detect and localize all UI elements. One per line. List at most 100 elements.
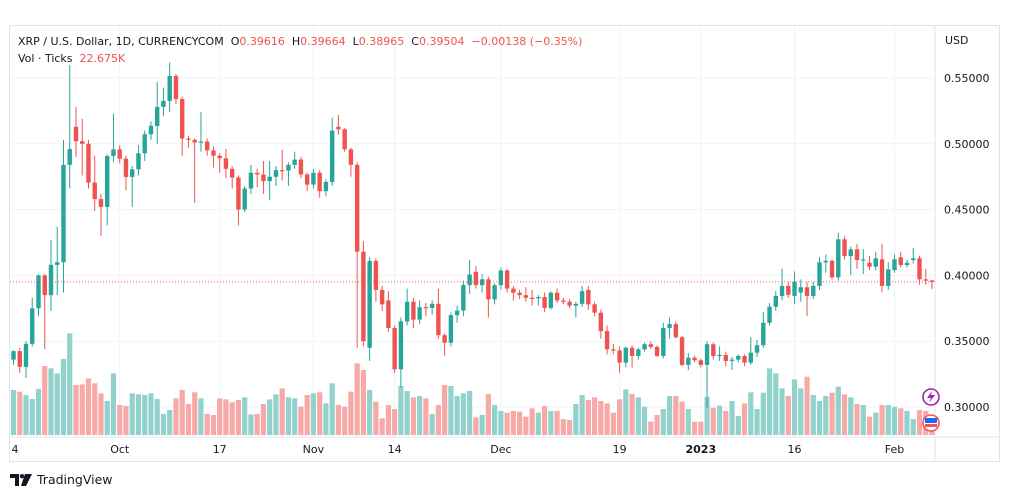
candle[interactable] [473,266,479,289]
candle[interactable] [329,117,335,186]
candle[interactable] [673,321,679,339]
candle[interactable] [248,164,254,194]
candle[interactable] [492,283,497,305]
candle[interactable] [186,135,191,148]
candle[interactable] [867,255,872,271]
candle[interactable] [729,356,735,371]
candle[interactable] [417,300,422,325]
candle[interactable] [73,106,79,157]
candle[interactable] [461,280,466,317]
candle[interactable] [623,346,629,368]
candle[interactable] [36,274,41,317]
candle[interactable] [879,243,885,293]
candle[interactable] [254,168,260,188]
candle[interactable] [823,254,828,273]
candle[interactable] [648,341,654,350]
candle[interactable] [373,258,379,302]
candle[interactable] [386,291,391,332]
candle[interactable] [67,64,72,189]
candle[interactable] [786,281,791,298]
candle[interactable] [86,139,91,189]
price-axis[interactable]: 0.55000 0.50000 0.45000 0.40000 0.35000 0.300… [944,72,990,414]
candle[interactable] [761,312,766,348]
candle[interactable] [904,259,910,268]
currency-label[interactable]: USD [945,34,969,47]
candle[interactable] [548,291,554,310]
candle[interactable] [436,288,441,339]
candle[interactable] [848,246,853,276]
candle[interactable] [180,96,185,156]
candle[interactable] [479,274,485,293]
candle[interactable] [117,145,122,164]
candle[interactable] [342,128,347,152]
candle[interactable] [442,333,447,356]
candle[interactable] [629,345,635,368]
candle[interactable] [661,322,666,359]
candle[interactable] [17,347,22,373]
candle[interactable] [592,301,597,317]
candle[interactable] [686,353,691,371]
candle[interactable] [604,325,610,355]
candle[interactable] [511,285,516,301]
candle[interactable] [861,249,866,275]
candle[interactable] [767,303,772,326]
candle[interactable] [292,151,297,169]
candle[interactable] [523,287,529,302]
candle[interactable] [273,166,279,186]
candle[interactable] [204,138,210,156]
candle[interactable] [167,62,172,113]
candle[interactable] [811,281,816,300]
candle[interactable] [323,179,329,197]
candle[interactable] [229,166,235,189]
candle[interactable] [42,274,47,350]
candle[interactable] [111,113,116,163]
candle[interactable] [429,300,435,315]
candle[interactable] [211,146,216,168]
candle[interactable] [798,279,803,302]
candle[interactable] [711,342,716,360]
candle[interactable] [692,355,697,363]
candle[interactable] [598,309,604,339]
candle[interactable] [142,130,147,161]
candle[interactable] [279,149,285,181]
candle[interactable] [667,317,672,339]
candle[interactable] [748,337,753,365]
candle[interactable] [404,288,410,326]
candle[interactable] [779,268,785,301]
candle[interactable] [498,267,504,290]
candle[interactable] [898,251,903,268]
volume-label[interactable]: Vol · Ticks [18,52,73,65]
candle[interactable] [217,153,222,173]
event-lightning-icon[interactable] [922,388,940,406]
candle[interactable] [754,339,760,357]
candle[interactable] [504,268,510,293]
candle[interactable] [698,358,704,368]
candle[interactable] [148,121,154,140]
candle[interactable] [886,262,891,290]
candle[interactable] [261,160,266,194]
candle[interactable] [448,312,454,347]
candle[interactable] [742,354,747,367]
candle[interactable] [717,346,722,361]
economic-event-flag-icon[interactable] [922,414,940,432]
candle[interactable] [829,259,835,280]
candle[interactable] [773,291,778,311]
candle[interactable] [286,162,291,186]
candle[interactable] [679,335,685,367]
candle[interactable] [30,297,35,347]
candle[interactable] [161,87,166,117]
candle[interactable] [361,241,366,347]
candle[interactable] [542,292,547,313]
candle[interactable] [892,254,897,273]
candle[interactable] [48,239,54,311]
candle[interactable] [792,271,797,305]
candle[interactable] [192,138,197,204]
candle[interactable] [467,259,472,294]
candle[interactable] [61,139,66,293]
candle[interactable] [423,303,429,317]
candle[interactable] [354,162,360,348]
candle[interactable] [817,256,822,290]
candle[interactable] [379,285,385,311]
candle[interactable] [198,112,204,152]
candle[interactable] [105,154,110,226]
